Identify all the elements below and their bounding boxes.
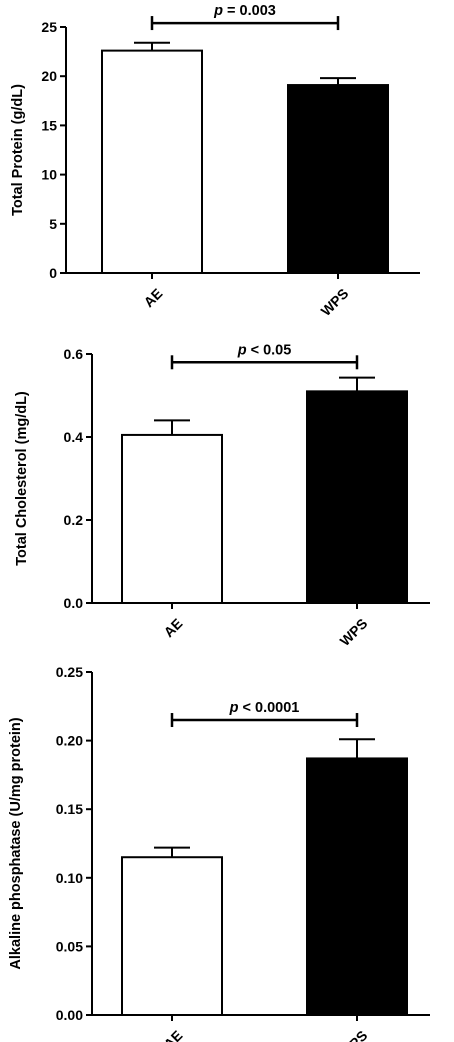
y-tick-label: 0.0 <box>64 595 84 611</box>
bar-wps <box>306 390 408 604</box>
y-tick-label: 0.25 <box>56 664 83 680</box>
y-axis-label: Total Protein (g/dL) <box>10 84 26 216</box>
bar-wps <box>287 84 389 274</box>
y-tick-label: 0.15 <box>56 801 83 817</box>
category-label: WPS <box>318 285 352 319</box>
y-tick-label: 0.2 <box>64 512 84 528</box>
y-tick-label: 0.4 <box>64 429 84 445</box>
y-tick-label: 0.00 <box>56 1007 83 1023</box>
y-axis-label: Alkaline phosphatase (U/mg protein) <box>8 717 24 969</box>
y-tick-label: 25 <box>41 19 57 35</box>
y-tick-label: 10 <box>41 167 57 183</box>
chart-panel-3: 0.00 0.05 0.10 0.15 0.20 0.25 Alkaline phospha… <box>8 664 430 1042</box>
chart-panel-1: 0 5 10 15 20 25 Total Protein (g/dL) AE WPS p = 0… <box>10 3 420 319</box>
category-label: AE <box>160 615 185 640</box>
y-tick-label: 0 <box>49 265 57 281</box>
y-tick-label: 5 <box>49 216 57 232</box>
category-label: AE <box>140 285 165 310</box>
bar-ae <box>101 49 203 275</box>
p-value-label: p < 0.05 <box>237 342 292 358</box>
y-tick-label: 0.05 <box>56 938 83 954</box>
bar-wps <box>306 757 408 1016</box>
y-axis-label: Total Cholesterol (mg/dL) <box>14 391 30 566</box>
category-label: AE <box>160 1027 185 1042</box>
y-tick-label: 20 <box>41 68 57 84</box>
chart-panel-2: 0.0 0.2 0.4 0.6 Total Cholesterol (mg/dL) AE W… <box>14 342 430 649</box>
category-label: WPS <box>337 615 371 649</box>
p-value-label: p = 0.003 <box>213 3 276 19</box>
y-tick-label: 0.6 <box>64 346 84 362</box>
bar-ae <box>121 856 223 1016</box>
y-tick-label: 15 <box>41 117 57 133</box>
category-label: WPS <box>337 1027 371 1042</box>
y-tick-label: 0.20 <box>56 733 83 749</box>
p-value-label: p < 0.0001 <box>229 700 300 716</box>
bar-ae <box>121 433 223 604</box>
y-tick-label: 0.10 <box>56 870 83 886</box>
